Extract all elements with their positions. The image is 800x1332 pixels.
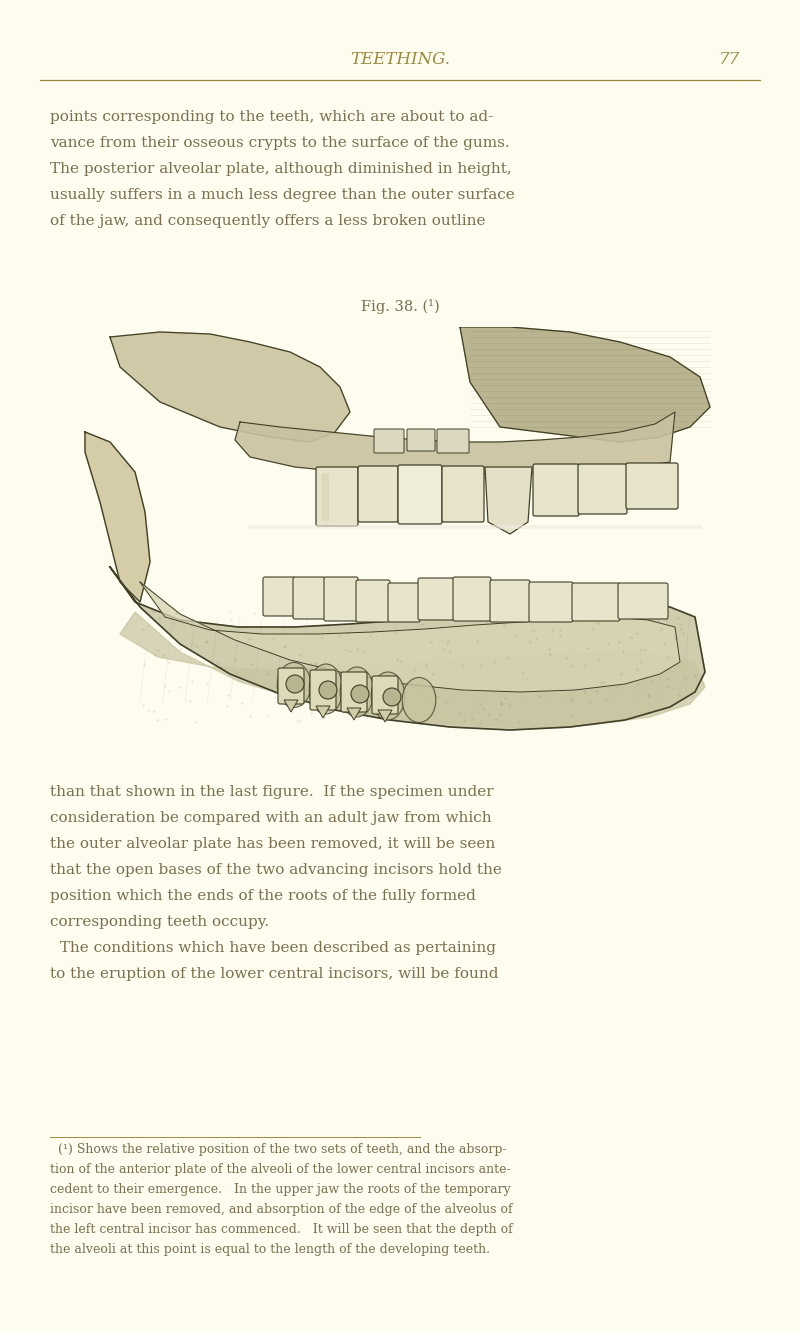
FancyBboxPatch shape xyxy=(490,579,530,622)
Text: tion of the anterior plate of the alveoli of the lower central incisors ante-: tion of the anterior plate of the alveol… xyxy=(50,1163,510,1176)
Polygon shape xyxy=(347,709,361,721)
FancyBboxPatch shape xyxy=(358,466,398,522)
Text: than that shown in the last figure.  If the specimen under: than that shown in the last figure. If t… xyxy=(50,785,494,799)
FancyBboxPatch shape xyxy=(372,677,398,714)
FancyBboxPatch shape xyxy=(374,429,404,453)
Text: corresponding teeth occupy.: corresponding teeth occupy. xyxy=(50,915,269,928)
Polygon shape xyxy=(85,432,150,602)
Text: the alveoli at this point is equal to the length of the developing teeth.: the alveoli at this point is equal to th… xyxy=(50,1244,490,1256)
Polygon shape xyxy=(235,412,675,474)
Ellipse shape xyxy=(309,663,343,714)
Text: the outer alveolar plate has been removed, it will be seen: the outer alveolar plate has been remove… xyxy=(50,836,495,851)
Text: the left central incisor has commenced.   It will be seen that the depth of: the left central incisor has commenced. … xyxy=(50,1224,513,1236)
FancyBboxPatch shape xyxy=(388,583,420,622)
Ellipse shape xyxy=(402,678,436,722)
Text: usually suffers in a much less degree than the outer surface: usually suffers in a much less degree th… xyxy=(50,188,514,202)
Polygon shape xyxy=(460,326,710,442)
Text: consideration be compared with an adult jaw from which: consideration be compared with an adult … xyxy=(50,811,492,825)
Text: that the open bases of the two advancing incisors hold the: that the open bases of the two advancing… xyxy=(50,863,502,876)
FancyBboxPatch shape xyxy=(324,577,358,621)
Polygon shape xyxy=(322,474,328,519)
Text: cedent to their emergence.   In the upper jaw the roots of the temporary: cedent to their emergence. In the upper … xyxy=(50,1184,510,1196)
Text: vance from their osseous crypts to the surface of the gums.: vance from their osseous crypts to the s… xyxy=(50,136,510,151)
Polygon shape xyxy=(378,710,392,722)
Ellipse shape xyxy=(371,673,405,721)
Text: to the eruption of the lower central incisors, will be found: to the eruption of the lower central inc… xyxy=(50,967,498,980)
FancyBboxPatch shape xyxy=(572,583,620,621)
FancyBboxPatch shape xyxy=(437,429,469,453)
Circle shape xyxy=(286,675,304,693)
Text: of the jaw, and consequently offers a less broken outline: of the jaw, and consequently offers a le… xyxy=(50,214,486,228)
Circle shape xyxy=(319,681,337,699)
FancyBboxPatch shape xyxy=(293,577,325,619)
Polygon shape xyxy=(110,567,705,730)
Polygon shape xyxy=(284,701,298,713)
FancyBboxPatch shape xyxy=(310,670,336,710)
Text: The posterior alveolar plate, although diminished in height,: The posterior alveolar plate, although d… xyxy=(50,163,512,176)
FancyBboxPatch shape xyxy=(529,582,573,622)
Polygon shape xyxy=(485,468,532,534)
Text: Fig. 38. (¹): Fig. 38. (¹) xyxy=(361,300,439,314)
FancyBboxPatch shape xyxy=(356,579,390,622)
Text: 77: 77 xyxy=(719,52,741,68)
Circle shape xyxy=(383,689,401,706)
Polygon shape xyxy=(110,332,350,442)
Polygon shape xyxy=(120,611,705,729)
Text: incisor have been removed, and absorption of the edge of the alveolus of: incisor have been removed, and absorptio… xyxy=(50,1204,513,1216)
FancyBboxPatch shape xyxy=(618,583,668,619)
FancyBboxPatch shape xyxy=(398,465,442,523)
Text: TEETHING.: TEETHING. xyxy=(350,52,450,68)
FancyBboxPatch shape xyxy=(418,578,454,619)
FancyBboxPatch shape xyxy=(278,669,304,705)
Text: position which the ends of the roots of the fully formed: position which the ends of the roots of … xyxy=(50,888,476,903)
Text: The conditions which have been described as pertaining: The conditions which have been described… xyxy=(50,940,496,955)
FancyBboxPatch shape xyxy=(453,577,491,621)
FancyBboxPatch shape xyxy=(263,577,295,615)
Ellipse shape xyxy=(277,662,310,707)
FancyBboxPatch shape xyxy=(626,464,678,509)
FancyBboxPatch shape xyxy=(341,673,367,713)
Text: (¹) Shows the relative position of the two sets of teeth, and the absorp-: (¹) Shows the relative position of the t… xyxy=(50,1143,506,1156)
FancyBboxPatch shape xyxy=(442,466,484,522)
FancyBboxPatch shape xyxy=(578,464,627,514)
Text: points corresponding to the teeth, which are about to ad-: points corresponding to the teeth, which… xyxy=(50,111,494,124)
Polygon shape xyxy=(140,582,680,693)
Polygon shape xyxy=(316,706,330,718)
FancyBboxPatch shape xyxy=(407,429,435,452)
FancyBboxPatch shape xyxy=(316,468,358,526)
Circle shape xyxy=(351,685,369,703)
FancyBboxPatch shape xyxy=(533,464,579,515)
Ellipse shape xyxy=(340,667,374,717)
